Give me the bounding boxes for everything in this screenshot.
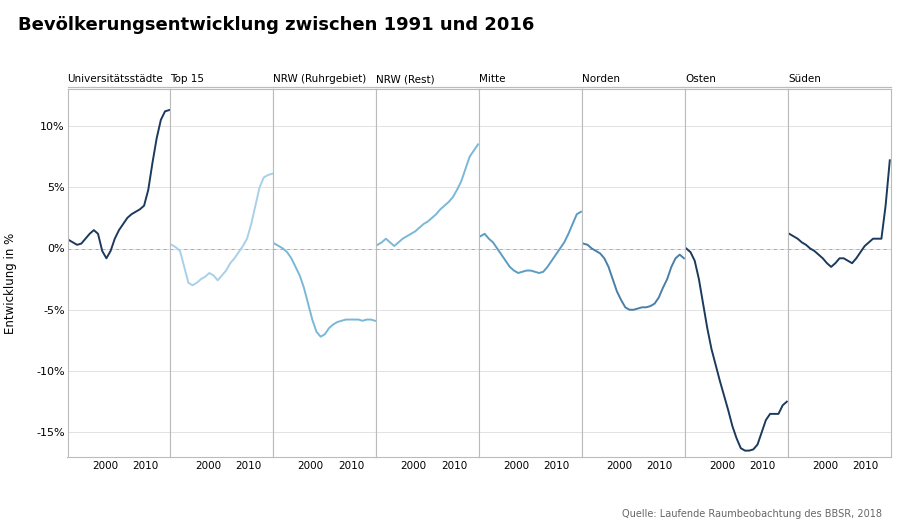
Text: Top 15: Top 15	[170, 75, 204, 85]
Text: Osten: Osten	[685, 75, 716, 85]
Text: Süden: Süden	[788, 75, 821, 85]
Text: Mitte: Mitte	[479, 75, 506, 85]
Text: NRW (Rest): NRW (Rest)	[376, 75, 435, 85]
Text: NRW (Ruhrgebiet): NRW (Ruhrgebiet)	[274, 75, 366, 85]
Text: Quelle: Laufende Raumbeobachtung des BBSR, 2018: Quelle: Laufende Raumbeobachtung des BBS…	[622, 509, 882, 519]
Text: Norden: Norden	[582, 75, 620, 85]
Text: Universitätsstädte: Universitätsstädte	[68, 75, 163, 85]
Text: Bevölkerungsentwicklung zwischen 1991 und 2016: Bevölkerungsentwicklung zwischen 1991 un…	[18, 16, 535, 34]
Text: Entwicklung in %: Entwicklung in %	[4, 233, 17, 334]
